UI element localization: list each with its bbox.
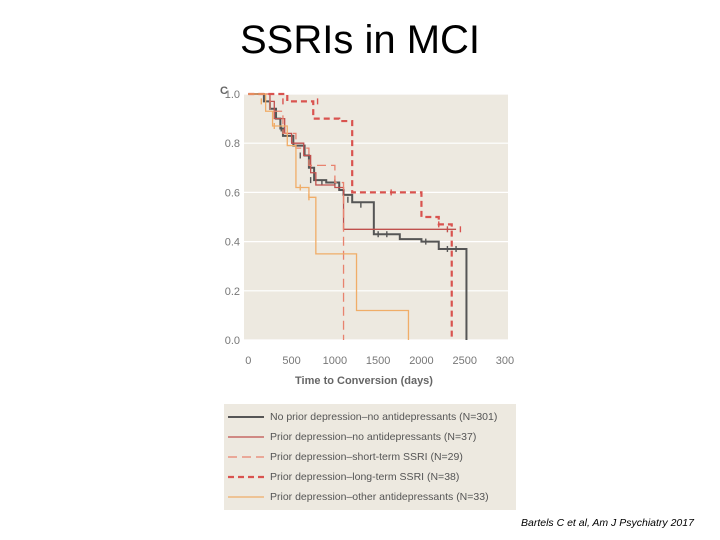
legend-item: Prior depression–long-term SSRI (N=38) — [224, 469, 459, 485]
km-survival-chart: 0.0 0.2 0.4 0.6 0.8 1.0 0 500 1000 1500 2000 2500 30… — [220, 85, 514, 387]
legend-swatch — [228, 496, 264, 498]
x-tick-label: 1500 — [366, 355, 390, 367]
legend-swatch — [228, 475, 264, 479]
series-line — [248, 93, 457, 230]
legend-label: Prior depression–no antidepressants (N=3… — [270, 431, 477, 443]
x-tick-label: 2500 — [452, 355, 476, 367]
x-tick-label: 2000 — [409, 355, 433, 367]
legend-label: Prior depression–other antidepressants (… — [270, 491, 489, 503]
y-tick-label: 0.6 — [225, 187, 240, 199]
citation: Bartels C et al, Am J Psychiatry 2017 — [521, 517, 694, 529]
x-tick-label: 500 — [282, 355, 300, 367]
legend-label: Prior depression–long-term SSRI (N=38) — [270, 471, 460, 483]
y-tick-label: 0.8 — [225, 138, 240, 150]
chart-legend: No prior depression–no antidepressants (… — [224, 404, 516, 510]
y-tick-label: 0.2 — [225, 286, 240, 298]
legend-item: No prior depression–no antidepressants (… — [224, 409, 497, 425]
x-axis-label: Time to Conversion (days) — [295, 375, 433, 387]
slide-title: SSRIs in MCI — [239, 18, 481, 62]
x-tick-label: 0 — [245, 355, 251, 367]
legend-item: Prior depression–short-term SSRI (N=29) — [224, 449, 463, 465]
y-tick-label: 1.0 — [225, 89, 240, 101]
x-tick-label: 1000 — [323, 355, 347, 367]
legend-swatch — [228, 416, 264, 418]
y-tick-label: 0.0 — [225, 335, 240, 347]
legend-item: Prior depression–other antidepressants (… — [224, 489, 489, 505]
legend-swatch — [228, 456, 264, 458]
y-tick-label: 0.4 — [225, 237, 240, 249]
series-line — [248, 93, 410, 340]
panel-label: C — [220, 85, 228, 97]
legend-swatch — [228, 436, 264, 438]
legend-item: Prior depression–no antidepressants (N=3… — [224, 429, 476, 445]
legend-label: No prior depression–no antidepressants (… — [270, 411, 498, 423]
legend-label: Prior depression–short-term SSRI (N=29) — [270, 451, 463, 463]
x-tick-label: 3000 — [496, 355, 514, 367]
